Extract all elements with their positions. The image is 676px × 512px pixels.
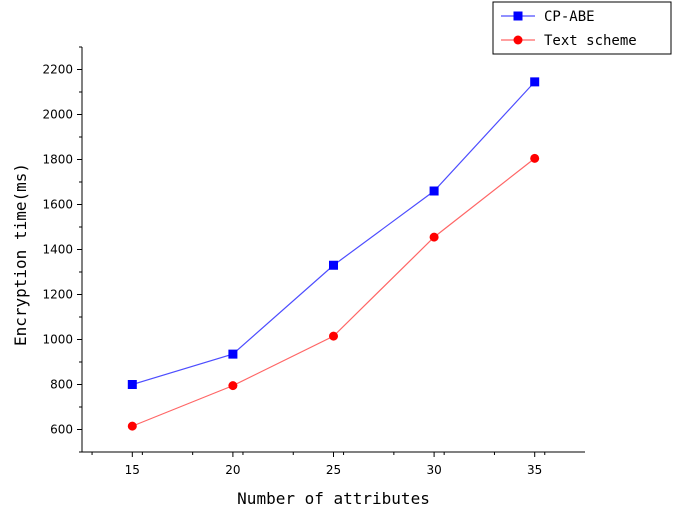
- x-ticks: 15 20 25 30 35: [91, 452, 546, 477]
- legend-item: CP-ABE: [501, 9, 595, 25]
- data-point: [127, 421, 137, 431]
- data-point: [329, 331, 338, 341]
- data-point: [429, 186, 439, 196]
- series-layer: [127, 77, 540, 431]
- x-tick-label: 25: [326, 463, 341, 477]
- series-cp-abe: [127, 77, 540, 389]
- data-point: [228, 381, 238, 391]
- legend-marker: [513, 11, 523, 21]
- legend-label: Text scheme: [544, 33, 637, 49]
- legend-label: CP-ABE: [544, 9, 595, 25]
- legend: CP-ABE Text scheme: [492, 1, 672, 55]
- data-point: [429, 232, 439, 242]
- y-tick-label: 1000: [42, 333, 73, 347]
- y-ticks: 600 800 1000 1200 1400 1600 1800 2000 2200: [42, 46, 82, 453]
- x-tick-label: 35: [527, 463, 542, 477]
- legend-box: [492, 1, 672, 55]
- y-tick-label: 1600: [42, 198, 73, 212]
- y-axis-title: Encryption time(ms): [11, 163, 30, 346]
- legend-item: Text scheme: [501, 33, 637, 49]
- series-text-scheme: [127, 153, 540, 431]
- y-tick-label: 1800: [42, 153, 73, 167]
- data-point: [530, 77, 540, 87]
- x-tick-label: 30: [426, 463, 441, 477]
- x-tick-label: 20: [225, 463, 240, 477]
- y-tick-label: 1400: [42, 243, 73, 257]
- data-point: [127, 380, 137, 389]
- plot-area: 15 20 25 30 35 600 800 1000 1200 1400 1600 1800 200…: [42, 46, 585, 477]
- y-tick-label: 600: [50, 423, 73, 437]
- x-tick-label: 15: [125, 463, 140, 477]
- y-tick-label: 1200: [42, 288, 73, 302]
- data-point: [329, 260, 338, 270]
- y-tick-label: 800: [50, 378, 73, 392]
- y-tick-label: 2200: [42, 63, 73, 77]
- x-axis-title: Number of attributes: [237, 489, 430, 508]
- y-tick-label: 2000: [42, 108, 73, 122]
- data-point: [228, 349, 238, 359]
- series-line: [132, 157, 536, 427]
- legend-marker: [513, 35, 523, 45]
- data-point: [530, 153, 540, 163]
